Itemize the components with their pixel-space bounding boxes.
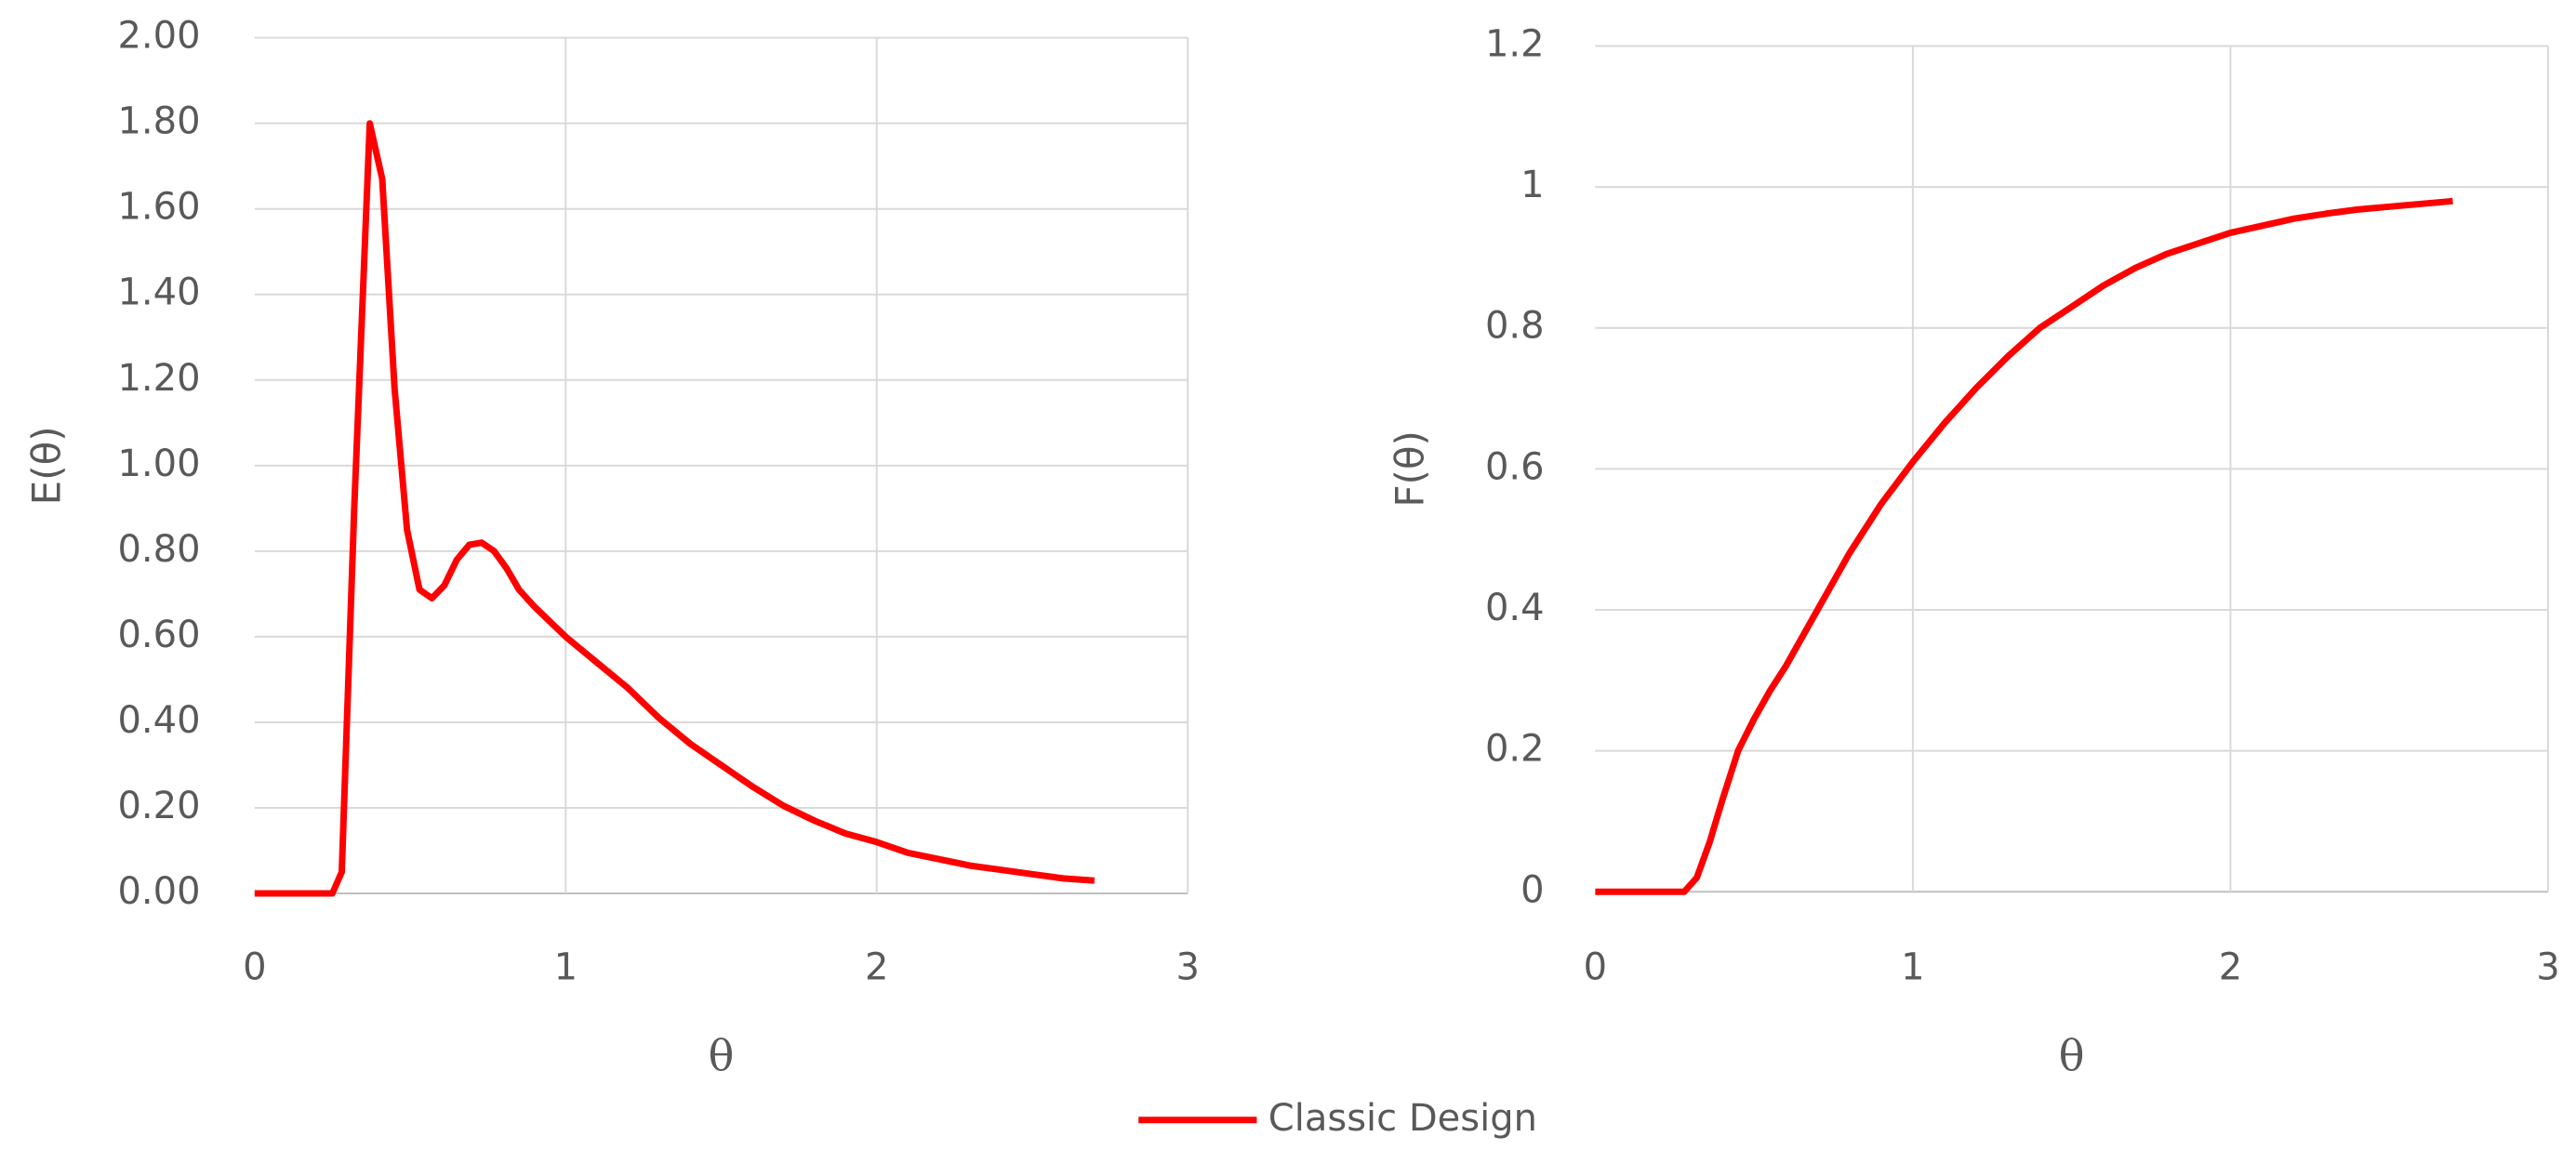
y-axis-title: E(θ): [23, 426, 69, 505]
y-tick-label: 0.40: [117, 699, 200, 742]
y-tick-label: 0.6: [1485, 445, 1545, 488]
x-axis-title: θ: [709, 1030, 735, 1080]
y-tick-label: 1.80: [117, 100, 200, 143]
x-tick-label: 3: [2536, 945, 2559, 988]
x-tick-label: 1: [1901, 945, 1924, 988]
y-tick-label: 1.00: [117, 443, 200, 485]
x-tick-label: 0: [243, 945, 266, 988]
y-tick-label: 0.2: [1485, 728, 1545, 771]
y-tick-label: 0.60: [117, 614, 200, 656]
x-tick-label: 1: [554, 945, 578, 988]
y-tick-label: 0.80: [117, 528, 200, 571]
y-tick-label: 0.00: [117, 870, 200, 913]
y-tick-label: 2.00: [117, 15, 200, 58]
y-axis-title: F(θ): [1388, 430, 1433, 508]
y-tick-label: 1.2: [1485, 22, 1545, 65]
y-tick-label: 1: [1520, 164, 1544, 206]
y-tick-label: 0.20: [117, 785, 200, 827]
x-tick-label: 2: [2219, 945, 2242, 988]
x-tick-label: 3: [1176, 945, 1200, 988]
y-tick-label: 0.4: [1485, 587, 1545, 629]
data-line: [254, 120, 1095, 897]
y-tick-label: 1.60: [117, 186, 200, 229]
legend-label: Classic Design: [1268, 1097, 1537, 1140]
y-tick-label: 1.40: [117, 271, 200, 314]
y-tick-label: 0.8: [1485, 305, 1545, 348]
x-axis-title: θ: [2059, 1030, 2085, 1080]
data-line: [1595, 197, 2453, 895]
y-tick-label: 1.20: [117, 357, 200, 400]
y-tick-label: 0: [1520, 868, 1544, 911]
x-tick-label: 0: [1584, 945, 1607, 988]
x-tick-label: 2: [865, 945, 888, 988]
